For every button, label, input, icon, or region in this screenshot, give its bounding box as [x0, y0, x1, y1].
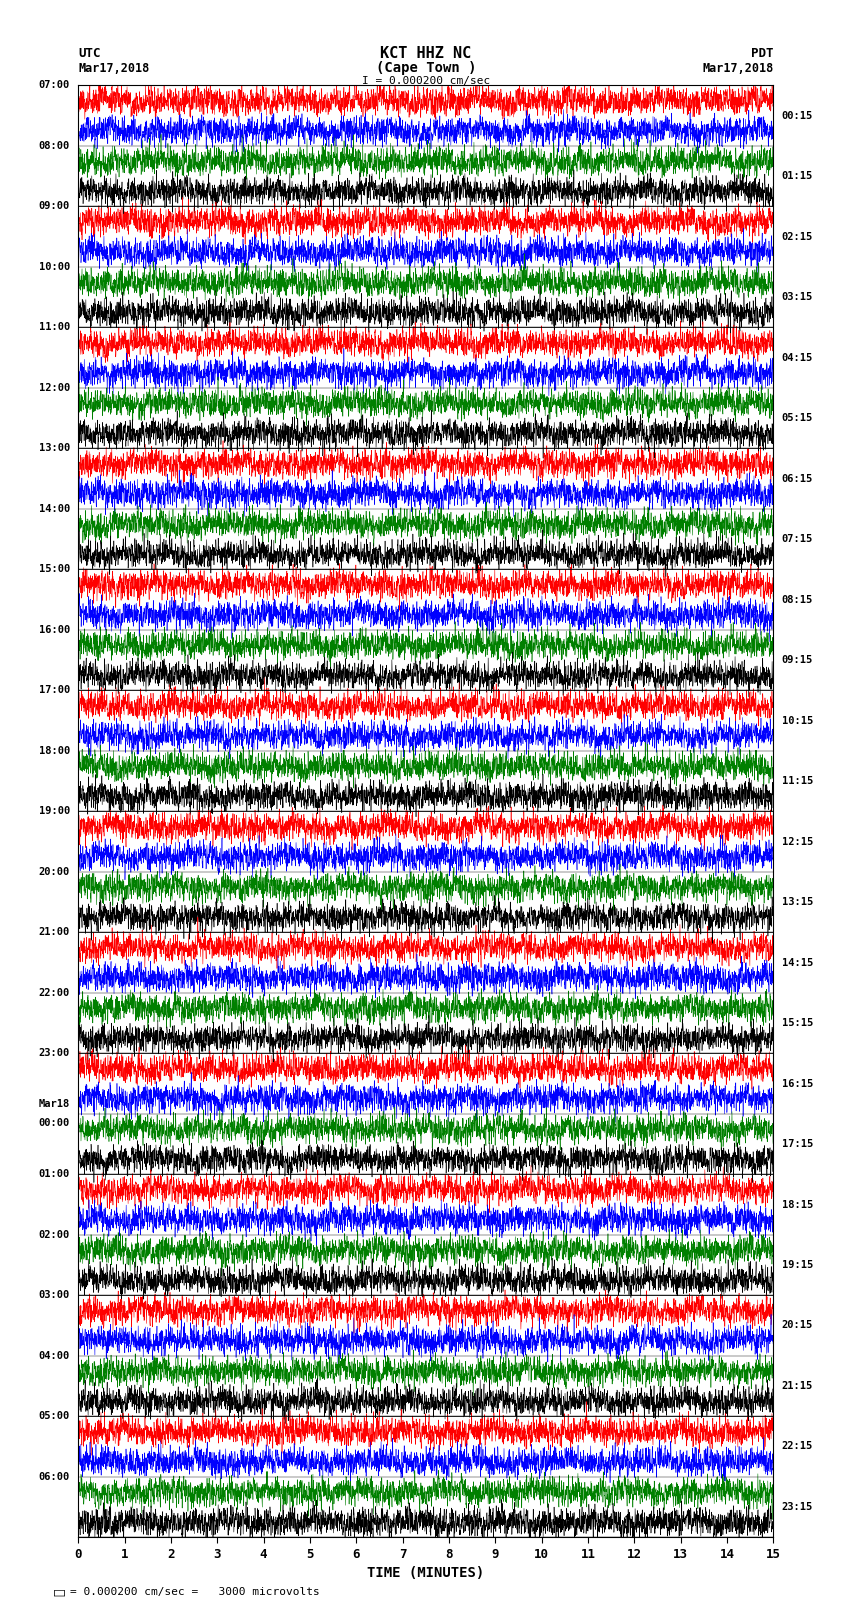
Text: = 0.000200 cm/sec =   3000 microvolts: = 0.000200 cm/sec = 3000 microvolts: [70, 1587, 320, 1597]
Text: 04:15: 04:15: [782, 353, 813, 363]
Text: 02:15: 02:15: [782, 232, 813, 242]
Text: 16:00: 16:00: [38, 624, 70, 636]
Text: 14:00: 14:00: [38, 503, 70, 515]
Text: 05:15: 05:15: [782, 413, 813, 423]
Text: KCT HHZ NC: KCT HHZ NC: [380, 47, 472, 61]
Text: 07:15: 07:15: [782, 534, 813, 544]
Text: 21:15: 21:15: [782, 1381, 813, 1390]
Text: 20:15: 20:15: [782, 1321, 813, 1331]
Text: 15:00: 15:00: [38, 565, 70, 574]
Text: 02:00: 02:00: [38, 1229, 70, 1240]
Text: 00:15: 00:15: [782, 111, 813, 121]
Text: 11:15: 11:15: [782, 776, 813, 786]
Text: 08:15: 08:15: [782, 595, 813, 605]
Text: 12:00: 12:00: [38, 382, 70, 394]
Text: PDT: PDT: [751, 47, 774, 60]
Text: 13:00: 13:00: [38, 444, 70, 453]
Text: I = 0.000200 cm/sec: I = 0.000200 cm/sec: [362, 76, 490, 85]
Text: 16:15: 16:15: [782, 1079, 813, 1089]
Text: 00:00: 00:00: [38, 1118, 70, 1127]
Text: 08:00: 08:00: [38, 140, 70, 152]
Text: 04:00: 04:00: [38, 1350, 70, 1361]
Text: 10:15: 10:15: [782, 716, 813, 726]
Text: 01:00: 01:00: [38, 1169, 70, 1179]
Text: 13:15: 13:15: [782, 897, 813, 907]
Text: 19:15: 19:15: [782, 1260, 813, 1269]
X-axis label: TIME (MINUTES): TIME (MINUTES): [367, 1566, 484, 1581]
Text: Mar17,2018: Mar17,2018: [702, 61, 774, 74]
Text: 15:15: 15:15: [782, 1018, 813, 1027]
Text: 12:15: 12:15: [782, 837, 813, 847]
Text: 09:15: 09:15: [782, 655, 813, 665]
Text: Mar17,2018: Mar17,2018: [78, 61, 150, 74]
Text: ⎴: ⎴: [54, 1589, 66, 1595]
Text: 07:00: 07:00: [38, 81, 70, 90]
Text: 22:15: 22:15: [782, 1442, 813, 1452]
Text: 20:00: 20:00: [38, 866, 70, 877]
Text: Mar18: Mar18: [38, 1100, 70, 1110]
Text: 01:15: 01:15: [782, 171, 813, 181]
Text: 17:00: 17:00: [38, 686, 70, 695]
Text: 06:00: 06:00: [38, 1471, 70, 1482]
Text: 09:00: 09:00: [38, 202, 70, 211]
Text: UTC: UTC: [78, 47, 100, 60]
Text: 14:15: 14:15: [782, 958, 813, 968]
Text: 11:00: 11:00: [38, 323, 70, 332]
Text: 05:00: 05:00: [38, 1411, 70, 1421]
Text: 03:00: 03:00: [38, 1290, 70, 1300]
Text: 17:15: 17:15: [782, 1139, 813, 1148]
Text: (Cape Town ): (Cape Town ): [376, 61, 476, 76]
Text: 18:15: 18:15: [782, 1200, 813, 1210]
Text: 10:00: 10:00: [38, 261, 70, 273]
Text: 21:00: 21:00: [38, 927, 70, 937]
Text: 03:15: 03:15: [782, 292, 813, 302]
Text: 19:00: 19:00: [38, 806, 70, 816]
Text: 23:00: 23:00: [38, 1048, 70, 1058]
Text: 23:15: 23:15: [782, 1502, 813, 1511]
Text: 22:00: 22:00: [38, 987, 70, 998]
Text: 18:00: 18:00: [38, 745, 70, 756]
Text: 06:15: 06:15: [782, 474, 813, 484]
